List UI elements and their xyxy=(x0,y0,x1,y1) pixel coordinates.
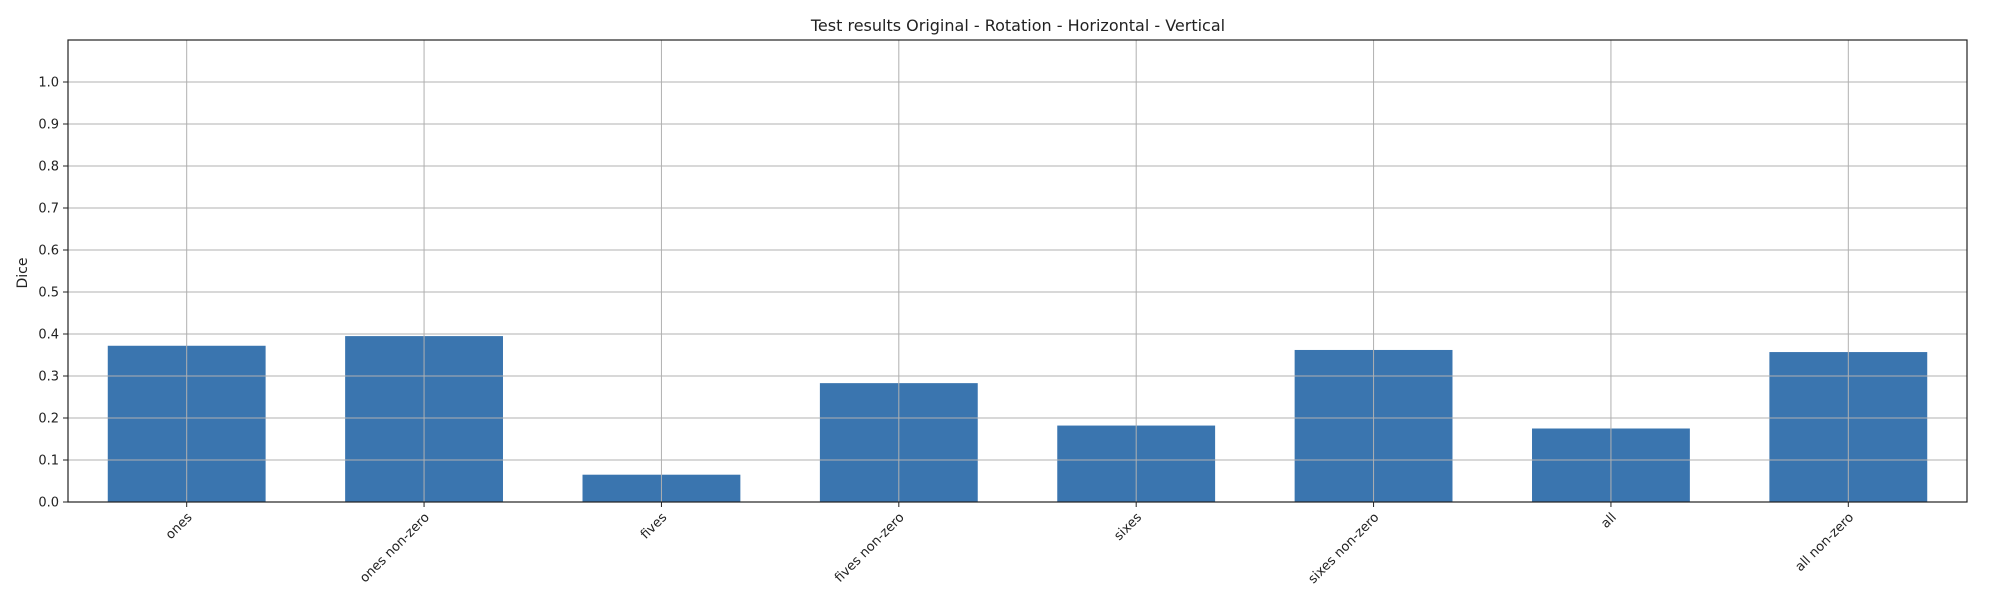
x-tick-label: ones xyxy=(163,510,196,543)
y-tick-label: 0.1 xyxy=(38,454,59,469)
y-axis-label: Dice xyxy=(15,258,31,289)
y-tick-label: 0.9 xyxy=(38,118,59,133)
y-tick-label: 0.5 xyxy=(38,286,59,301)
y-tick-label: 1.0 xyxy=(38,76,59,91)
x-tick-label: sixes xyxy=(1111,510,1145,544)
x-tick-label: ones non-zero xyxy=(357,510,433,586)
y-tick-label: 0.4 xyxy=(38,328,59,343)
x-tick-label: all non-zero xyxy=(1793,510,1858,575)
chart-title: Test results Original - Rotation - Horiz… xyxy=(810,16,1225,35)
x-tick-label: fives xyxy=(638,510,670,542)
y-axis: 0.0 0.1 0.2 0.3 0.4 0.5 0.6 0.7 0.8 0.9 1.0 xyxy=(38,76,68,511)
y-tick-label: 0.7 xyxy=(38,202,59,217)
y-tick-label: 0.6 xyxy=(38,244,59,259)
plot-frame xyxy=(67,39,1968,503)
x-tick-label: all xyxy=(1598,510,1619,531)
y-tick-label: 0.3 xyxy=(38,370,59,385)
x-tick-label: sixes non-zero xyxy=(1306,510,1383,587)
x-tick-label: fives non-zero xyxy=(832,510,908,586)
bars xyxy=(107,336,1928,502)
y-tick-label: 0.8 xyxy=(38,160,59,175)
y-tick-label: 0.2 xyxy=(38,412,59,427)
y-tick-label: 0.0 xyxy=(38,496,59,511)
x-axis: ones ones non-zero fives fives non-zero sixe… xyxy=(163,502,1857,587)
